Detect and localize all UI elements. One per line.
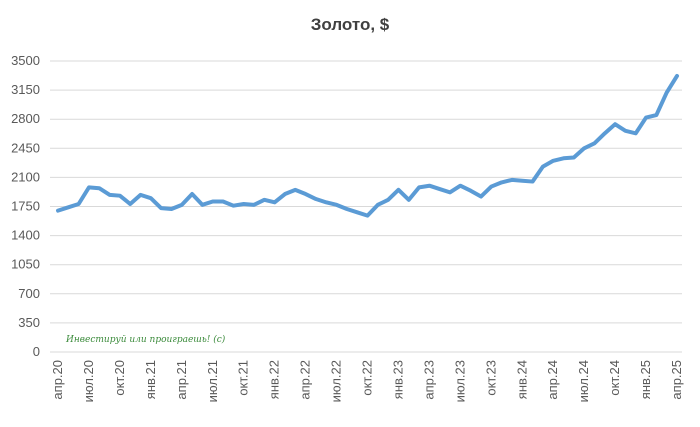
x-tick-label: апр.22 (298, 360, 313, 400)
x-tick-label: апр.24 (545, 360, 560, 400)
x-tick-label: окт.21 (236, 360, 251, 396)
x-tick-label: окт.22 (360, 360, 375, 396)
y-tick-label: 1750 (11, 199, 40, 214)
x-tick-label: июл.24 (576, 360, 591, 402)
x-tick-label: окт.23 (483, 360, 498, 396)
line (56, 73, 679, 218)
y-tick-label: 0 (33, 344, 40, 359)
x-tick-label: янв.22 (267, 360, 282, 399)
y-tick-label: 3150 (11, 82, 40, 97)
y-tick-label: 1400 (11, 228, 40, 243)
x-tick-label: окт.24 (607, 360, 622, 396)
x-tick-label: янв.25 (638, 360, 653, 399)
x-tick-label: апр.23 (421, 360, 436, 400)
chart-title: Золото, $ (311, 15, 390, 34)
y-tick-label: 3500 (11, 53, 40, 68)
x-tick-label: янв.21 (143, 360, 158, 399)
y-tick-label: 1050 (11, 257, 40, 272)
y-tick-label: 2450 (11, 140, 40, 155)
annotation: Инвестируй или проиграешь! (с) (65, 334, 226, 345)
x-tick-label: июл.20 (81, 360, 96, 402)
x-tick-label: янв.23 (390, 360, 405, 399)
x-tick-label: июл.21 (205, 360, 220, 402)
x-tick-label: апр.25 (669, 360, 684, 400)
x-tick-label: апр.21 (174, 360, 189, 400)
x-tick-label: июл.22 (329, 360, 344, 402)
y-tick-label: 700 (18, 286, 40, 301)
y-tick-label: 350 (18, 315, 40, 330)
x-tick-label: апр.20 (50, 360, 65, 400)
x-tick-label: окт.20 (112, 360, 127, 396)
x-tick-label: янв.24 (514, 360, 529, 399)
x-tick-label: июл.23 (452, 360, 467, 402)
y-tick-label: 2800 (11, 111, 40, 126)
y-tick-label: 2100 (11, 169, 40, 184)
